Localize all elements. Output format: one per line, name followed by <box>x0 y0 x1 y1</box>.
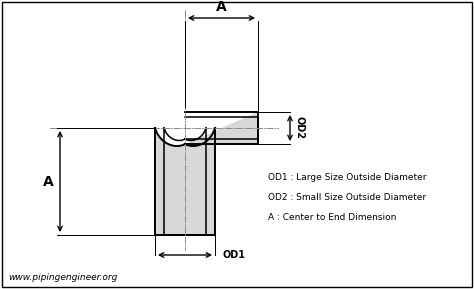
Text: www.pipingengineer.org: www.pipingengineer.org <box>8 273 118 283</box>
Text: OD2 : Small Size Outside Diameter: OD2 : Small Size Outside Diameter <box>268 194 426 203</box>
Text: A: A <box>43 175 54 188</box>
Polygon shape <box>155 112 258 235</box>
Text: A : Center to End Dimension: A : Center to End Dimension <box>268 214 396 223</box>
Text: A: A <box>216 0 227 14</box>
Text: OD1: OD1 <box>223 250 246 260</box>
Text: OD2: OD2 <box>295 116 305 140</box>
Text: OD1 : Large Size Outside Diameter: OD1 : Large Size Outside Diameter <box>268 173 427 182</box>
